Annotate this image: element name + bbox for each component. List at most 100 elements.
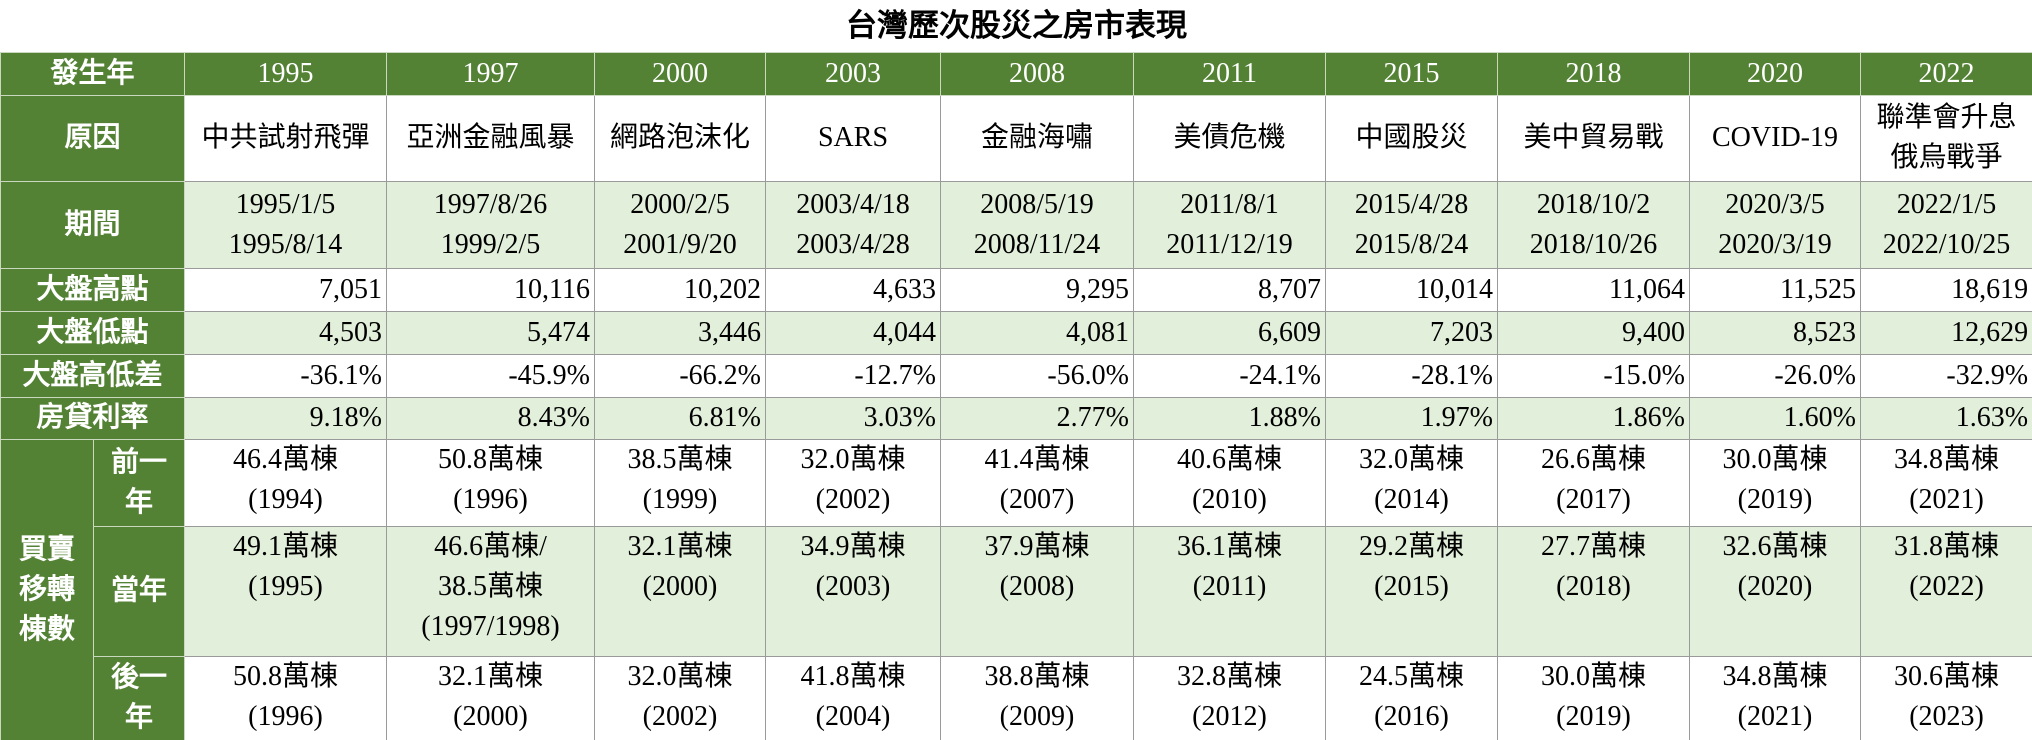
cell-line: 2015/4/28	[1354, 188, 1469, 220]
data-cell: 網路泡沫化	[594, 94, 766, 182]
cell-line: (2009)	[999, 700, 1075, 732]
data-cell: 26.6萬棟 (2017)	[1497, 438, 1690, 527]
cell-line: 8,523	[1793, 316, 1856, 348]
cell-line: (2016)	[1374, 700, 1449, 732]
data-cell: -12.7%	[765, 353, 941, 398]
cell-line: (2014)	[1374, 483, 1449, 515]
data-cell: 32.1萬棟 (2000)	[594, 525, 766, 657]
data-cell: 2020/3/5 2020/3/19	[1689, 180, 1861, 269]
cell-line: -36.1%	[300, 359, 382, 391]
data-cell: 41.8萬棟 (2004)	[765, 655, 941, 740]
cell-line: (2012)	[1192, 700, 1267, 732]
data-cell: 1.88%	[1133, 396, 1326, 440]
cell-line: 32.1萬棟	[437, 660, 543, 692]
cell-line: 2020/3/19	[1718, 228, 1832, 260]
cell-line: 1.60%	[1783, 402, 1856, 433]
cell-line: (1996)	[248, 700, 323, 732]
cell-line: 1.97%	[1420, 402, 1493, 433]
transaction-row: 當年 49.1萬棟 (1995) 46.6萬棟/38.5萬棟 (1997/1998) 32…	[1, 525, 2032, 657]
data-cell: 2022/1/5 2022/10/25	[1859, 180, 2032, 269]
data-row: 大盤高低差 -36.1% -45.9% -66.2% -12.7% -56.0% -24.1…	[0, 353, 2032, 398]
data-cell: 1997/8/26 1999/2/5	[386, 180, 595, 269]
data-cell: 2018/10/2 2018/10/26	[1497, 180, 1690, 269]
data-row: 大盤低點 4,503 5,474 3,446 4,044 4,081 6,609 7,203 9…	[0, 310, 2032, 355]
data-cell: 2003/4/18 2003/4/28	[765, 180, 941, 269]
cell-line: (2008)	[999, 570, 1075, 602]
cell-line: -45.9%	[508, 359, 590, 391]
data-cell: 32.0萬棟 (2014)	[1325, 438, 1498, 527]
data-cell: SARS	[765, 94, 941, 182]
data-cell: COVID-19	[1689, 94, 1861, 182]
cell-line: 34.9萬棟	[800, 530, 906, 562]
data-cell: 1.97%	[1325, 396, 1498, 440]
cell-line: 美中貿易戰	[1523, 122, 1664, 153]
cell-line: 40.6萬棟	[1176, 443, 1282, 475]
data-cell: 31.8萬棟 (2022)	[1859, 525, 2032, 657]
cell-line: (2017)	[1556, 483, 1631, 515]
cell-line: (2010)	[1192, 483, 1267, 515]
cell-line: -56.0%	[1047, 359, 1129, 391]
data-cell: 34.8萬棟 (2021)	[1689, 655, 1861, 740]
data-cell: 2015/4/28 2015/8/24	[1325, 180, 1498, 269]
data-cell: 2.77%	[940, 396, 1134, 440]
data-cell: -66.2%	[594, 353, 766, 398]
data-cell: 6,609	[1133, 310, 1326, 355]
cell-line: 美債危機	[1173, 122, 1286, 153]
transaction-row: 買賣 移轉 棟數 前一年 46.4萬棟 (1994) 50.8萬棟 (1996) 38.5萬棟(…	[0, 438, 2032, 740]
data-cell: 30.0萬棟 (2019)	[1497, 655, 1690, 740]
data-cell: 7,203	[1325, 310, 1498, 355]
year-header: 2011	[1133, 51, 1326, 96]
cell-line: 6.81%	[688, 402, 761, 433]
cell-line: 2018/10/26	[1529, 228, 1658, 260]
cell-line: 12,629	[1951, 316, 2029, 348]
data-cell: -56.0%	[940, 353, 1134, 398]
cell-line: 移轉	[18, 573, 75, 605]
data-cell: 32.0萬棟 (2002)	[594, 655, 766, 740]
cell-line: -66.2%	[679, 359, 761, 391]
header-row: 發生年 1995 1997 2000 2003 2008 2011 2015 2018 2020 2…	[0, 51, 2032, 96]
data-cell: 美中貿易戰	[1497, 94, 1690, 182]
data-cell: 32.0萬棟 (2002)	[765, 438, 941, 527]
cell-line: 1995/1/5	[235, 188, 336, 220]
data-cell: 4,081	[940, 310, 1134, 355]
data-cell: 32.6萬棟 (2020)	[1689, 525, 1861, 657]
cell-line: 10,014	[1416, 273, 1493, 305]
row-header: 後一年	[93, 655, 185, 740]
transaction-row: 後一年 50.8萬棟 (1996) 32.1萬棟 (2000) 32.0萬棟 (2002) 4…	[1, 655, 2032, 740]
cell-line: -15.0%	[1603, 359, 1685, 391]
cell-line: 7,203	[1430, 316, 1493, 348]
cell-line: 2008/5/19	[980, 188, 1094, 220]
data-cell: -45.9%	[386, 353, 595, 398]
cell-line: 37.9萬棟	[984, 530, 1090, 562]
year-header: 2020	[1689, 51, 1861, 96]
cell-line: (2000)	[453, 700, 528, 732]
cell-line: -26.0%	[1774, 359, 1856, 391]
data-cell: 41.4萬棟 (2007)	[940, 438, 1134, 527]
data-cell: 34.9萬棟 (2003)	[765, 525, 941, 657]
data-row: 大盤高點 7,051 10,116 10,202 4,633 9,295 8,707 10,0…	[0, 267, 2032, 312]
data-cell: 6.81%	[594, 396, 766, 440]
data-cell: 1.60%	[1689, 396, 1861, 440]
cell-line: -24.1%	[1239, 359, 1321, 391]
cell-line: 30.6萬棟	[1894, 660, 2000, 692]
cell-line: 32.0萬棟	[1358, 443, 1464, 475]
data-cell: 46.6萬棟/38.5萬棟 (1997/1998)	[386, 525, 595, 657]
cell-line: (1996)	[453, 483, 528, 515]
cell-line: 2003/4/18	[796, 188, 910, 220]
data-cell: 34.8萬棟 (2021)	[1859, 438, 2032, 527]
cell-line: (2021)	[1737, 700, 1813, 732]
year-header: 2015	[1325, 51, 1498, 96]
cell-line: 31.8萬棟	[1894, 530, 2000, 562]
data-cell: 5,474	[386, 310, 595, 355]
cell-line: 49.1萬棟	[232, 530, 338, 562]
data-cell: 8,523	[1689, 310, 1861, 355]
data-cell: 4,503	[184, 310, 387, 355]
year-header: 1995	[184, 51, 387, 96]
data-cell: 3.03%	[765, 396, 941, 440]
cell-line: SARS	[817, 122, 889, 153]
title-row: 台灣歷次股災之房市表現	[1, 0, 2032, 52]
cell-line: 46.4萬棟	[232, 443, 338, 475]
data-row: 原因 中共試射飛彈 亞洲金融風暴 網路泡沫化 SARS 金融海嘯 美債危機 中國股災 美中貿易戰…	[0, 94, 2032, 182]
